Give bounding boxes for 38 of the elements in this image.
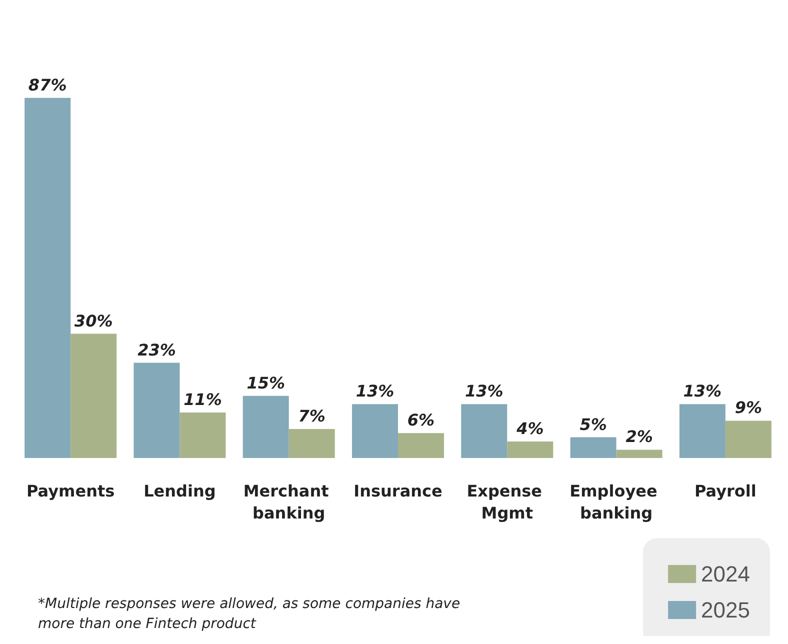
bar	[679, 404, 726, 458]
x-tick-label: Payments	[26, 482, 115, 500]
text: *Multiple responses were allowed, as some companies have more than one Fintech product	[38, 596, 465, 632]
bar	[616, 450, 662, 458]
bar	[70, 334, 117, 458]
data-label: 9%	[734, 398, 762, 418]
data-label: 30%	[74, 311, 113, 330]
x-tick-label: Merchant banking	[243, 482, 334, 522]
data-label: 87%	[28, 75, 67, 94]
bar	[570, 437, 616, 458]
bar	[725, 420, 772, 458]
x-tick-label: Lending	[144, 482, 216, 500]
x-tick-label: Expense Mgmt	[466, 482, 548, 522]
bar	[398, 433, 444, 458]
data-label: 6%	[407, 410, 435, 430]
data-label: 13%	[464, 382, 504, 401]
data-label: 5%	[580, 414, 607, 434]
data-label: 2%	[626, 427, 653, 446]
bar	[242, 396, 289, 458]
data-label: 23%	[138, 340, 176, 360]
data-label: 4%	[516, 418, 544, 438]
x-tick-label: Employee banking	[570, 482, 663, 522]
legend-label: 2025	[701, 598, 750, 622]
legend-label: 2024	[701, 562, 750, 586]
data-label: 13%	[356, 382, 394, 401]
bar	[288, 429, 335, 458]
x-tick-label: Insurance	[354, 482, 442, 500]
data-label: 7%	[298, 406, 326, 426]
bar	[24, 98, 71, 458]
x-tick-label: Payroll	[694, 482, 756, 500]
data-label: 11%	[184, 390, 222, 409]
bar	[352, 404, 398, 458]
bar	[507, 441, 554, 458]
data-label: 13%	[683, 382, 722, 401]
bar	[180, 412, 226, 458]
data-label: 15%	[246, 373, 286, 392]
bar	[134, 362, 180, 458]
bar	[461, 404, 508, 458]
